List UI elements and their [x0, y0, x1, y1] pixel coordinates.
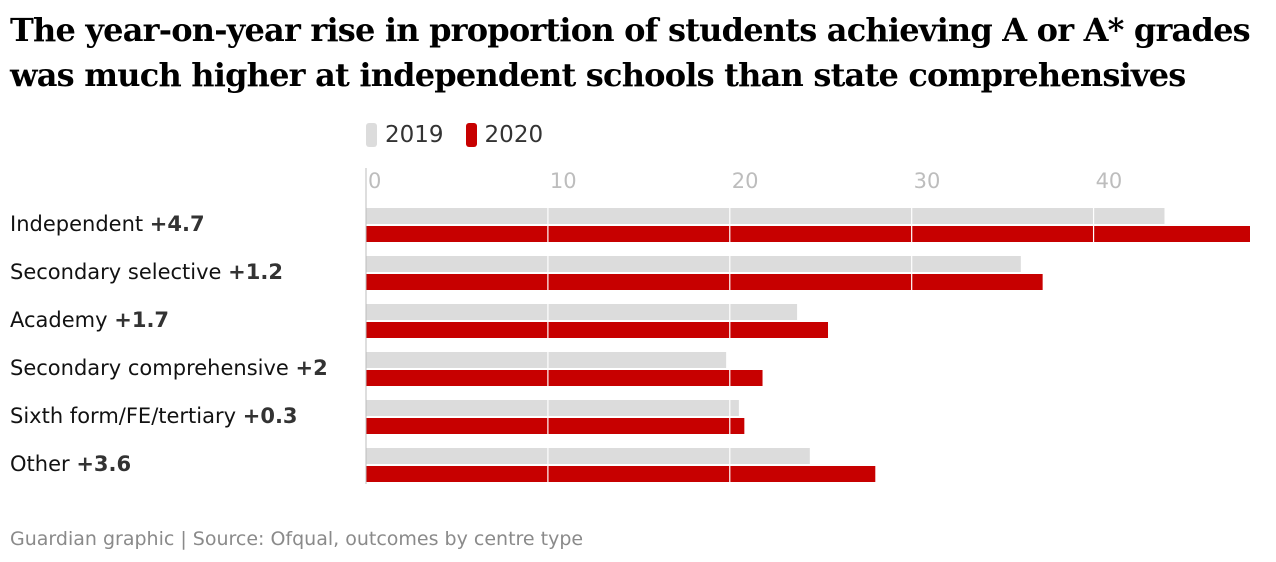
source-note: Guardian graphic | Source: Ofqual, outco…: [10, 528, 584, 550]
x-tick-label-30: 30: [914, 169, 941, 193]
category-name-3: Secondary comprehensive: [10, 356, 296, 380]
bar-2020-4: [366, 418, 745, 434]
bars-layer: [366, 208, 1250, 482]
legend-item-2019: 2019: [366, 122, 444, 148]
bar-chart: 0 10 20 30 40 Independent +4.7 Secondary sele…: [10, 168, 1250, 484]
x-tick-label-10: 10: [550, 169, 577, 193]
x-axis-ticks: 0 10 20 30 40: [368, 169, 1122, 193]
legend-swatch-2020: [465, 123, 477, 147]
category-change-0: +4.7: [150, 212, 205, 236]
category-name-1: Secondary selective: [10, 260, 228, 284]
category-name-5: Other: [10, 452, 76, 476]
chart-title: The year-on-year rise in proportion of s…: [10, 11, 1251, 94]
category-change-1: +1.2: [228, 260, 283, 284]
x-tick-label-40: 40: [1096, 169, 1123, 193]
x-tick-label-0: 0: [368, 169, 381, 193]
bar-2020-1: [366, 274, 1043, 290]
bar-2020-3: [366, 370, 763, 386]
category-name-2: Academy: [10, 308, 114, 332]
category-labels: Independent +4.7 Secondary selective +1.2…: [10, 212, 328, 476]
bar-2019-5: [366, 448, 810, 464]
category-label-2: Academy +1.7: [10, 308, 169, 332]
x-tick-label-20: 20: [732, 169, 759, 193]
bar-2019-2: [366, 304, 798, 320]
legend-label-2020: 2020: [484, 122, 544, 148]
bar-2019-1: [366, 256, 1021, 272]
bar-2019-0: [366, 208, 1165, 224]
category-change-5: +3.6: [76, 452, 131, 476]
category-name-4: Sixth form/FE/tertiary: [10, 404, 243, 428]
category-label-1: Secondary selective +1.2: [10, 260, 283, 284]
bar-2020-2: [366, 322, 829, 338]
category-change-2: +1.7: [114, 308, 169, 332]
bar-2020-5: [366, 466, 876, 482]
category-change-4: +0.3: [243, 404, 298, 428]
bar-2020-0: [366, 226, 1250, 242]
category-label-0: Independent +4.7: [10, 212, 205, 236]
category-name-0: Independent: [10, 212, 150, 236]
legend-swatch-2019: [366, 123, 377, 147]
legend-item-2020: 2020: [465, 122, 544, 148]
category-label-4: Sixth form/FE/tertiary +0.3: [10, 404, 298, 428]
bar-2019-3: [366, 352, 727, 368]
legend: 2019 2020: [366, 122, 565, 148]
category-label-3: Secondary comprehensive +2: [10, 356, 328, 380]
category-change-3: +2: [296, 356, 328, 380]
bar-2019-4: [366, 400, 739, 416]
legend-label-2019: 2019: [385, 122, 444, 148]
category-label-5: Other +3.6: [10, 452, 131, 476]
grid-layer: [365, 168, 1095, 484]
